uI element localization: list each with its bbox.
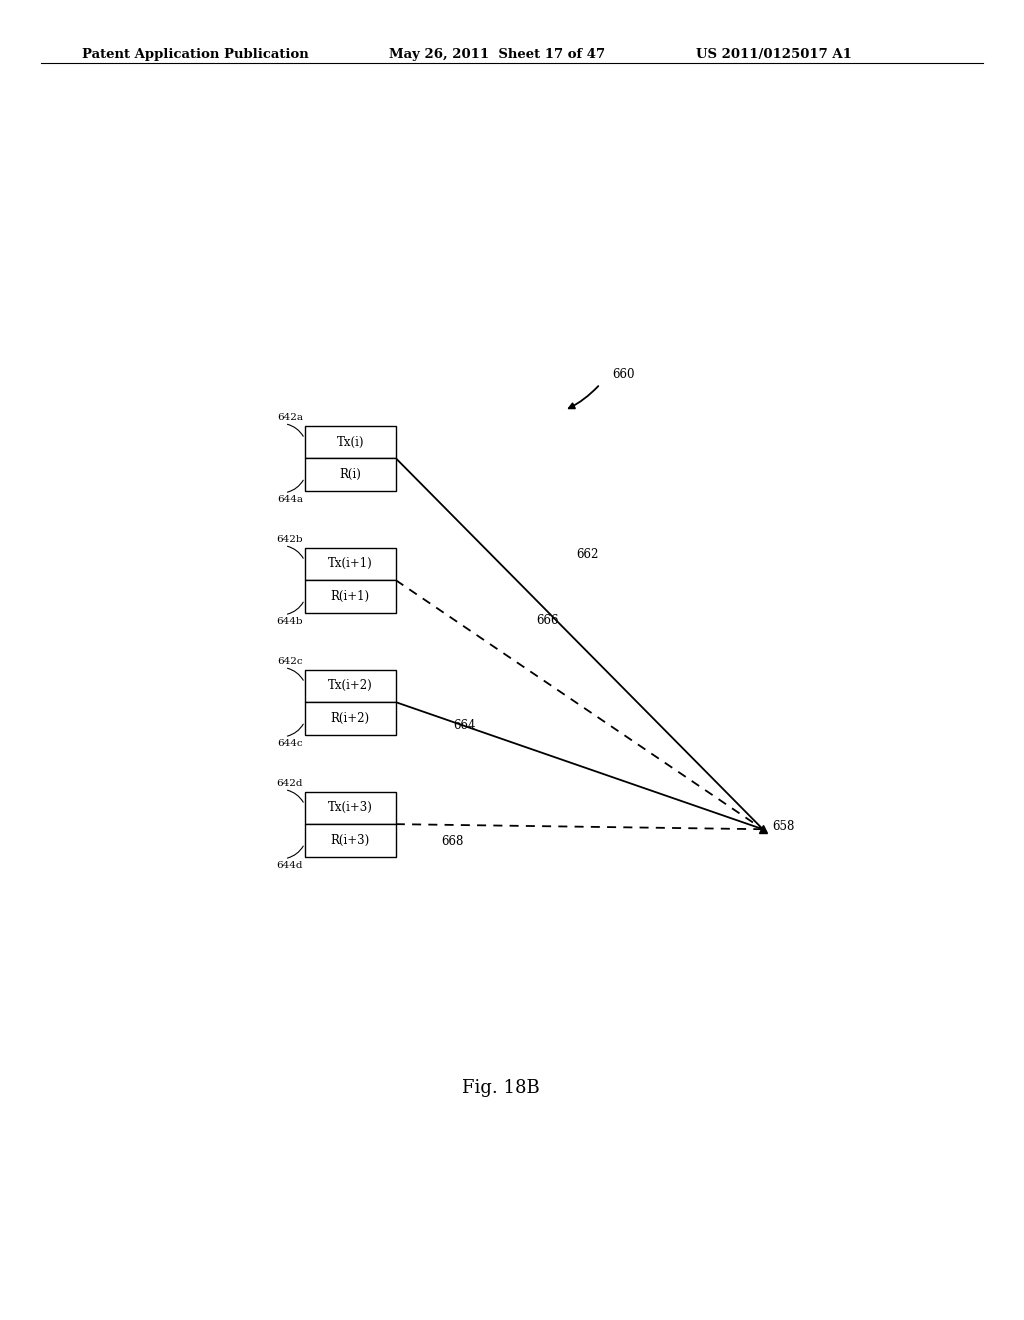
Text: R(i+3): R(i+3) <box>331 834 370 847</box>
Text: R(i+2): R(i+2) <box>331 711 370 725</box>
Text: 644c: 644c <box>278 739 303 747</box>
Text: 642b: 642b <box>276 535 303 544</box>
Bar <box>304 426 396 458</box>
Text: Tx(i+2): Tx(i+2) <box>328 680 373 693</box>
Text: 644a: 644a <box>276 495 303 504</box>
Text: Tx(i+1): Tx(i+1) <box>328 557 373 570</box>
Text: 642d: 642d <box>276 779 303 788</box>
Bar <box>304 458 396 491</box>
Text: US 2011/0125017 A1: US 2011/0125017 A1 <box>696 48 852 61</box>
Bar <box>304 669 396 702</box>
Bar <box>304 792 396 824</box>
Text: 658: 658 <box>772 820 795 833</box>
Text: 662: 662 <box>577 548 599 561</box>
Bar <box>304 581 396 612</box>
Text: 644b: 644b <box>276 616 303 626</box>
Text: 644d: 644d <box>276 861 303 870</box>
Text: 664: 664 <box>454 719 476 733</box>
Text: 642a: 642a <box>276 413 303 421</box>
Bar <box>304 548 396 581</box>
Text: Tx(i+3): Tx(i+3) <box>328 801 373 814</box>
Text: May 26, 2011  Sheet 17 of 47: May 26, 2011 Sheet 17 of 47 <box>389 48 605 61</box>
Text: R(i+1): R(i+1) <box>331 590 370 603</box>
Text: Patent Application Publication: Patent Application Publication <box>82 48 308 61</box>
Text: 642c: 642c <box>278 656 303 665</box>
Text: 666: 666 <box>537 614 559 627</box>
Text: 660: 660 <box>612 368 635 381</box>
Text: Tx(i): Tx(i) <box>337 436 364 449</box>
Text: 668: 668 <box>441 836 464 847</box>
Text: Fig. 18B: Fig. 18B <box>462 1080 540 1097</box>
Bar <box>304 824 396 857</box>
Bar <box>304 702 396 735</box>
Text: R(i): R(i) <box>339 469 361 480</box>
